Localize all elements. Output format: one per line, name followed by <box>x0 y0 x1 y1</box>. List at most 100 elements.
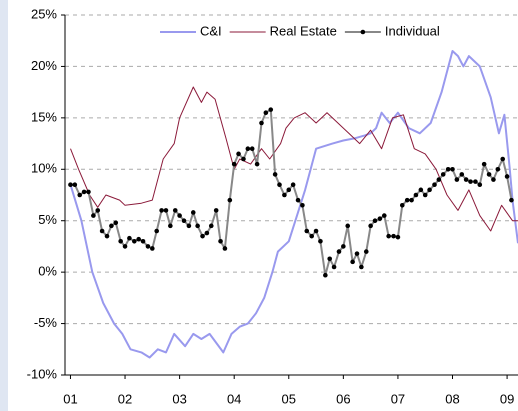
point <box>245 146 251 152</box>
point <box>473 179 478 184</box>
point <box>95 208 101 213</box>
point <box>363 249 369 254</box>
point <box>504 174 510 179</box>
point <box>450 166 455 172</box>
point <box>409 197 414 203</box>
point <box>440 172 446 177</box>
legend-label: Real Estate <box>270 23 337 38</box>
point <box>286 187 292 193</box>
y-tick-label: -5% <box>34 315 58 330</box>
point <box>159 208 164 213</box>
point <box>391 233 396 239</box>
point <box>109 223 114 229</box>
point <box>231 161 237 167</box>
point <box>140 238 146 244</box>
point <box>341 244 346 249</box>
point <box>295 197 301 203</box>
y-tick-label: 20% <box>31 58 57 73</box>
point <box>477 182 483 188</box>
point <box>127 235 132 241</box>
point <box>172 208 178 213</box>
point <box>168 223 173 229</box>
point <box>481 161 487 167</box>
point <box>386 233 391 239</box>
series-line <box>70 86 518 232</box>
point <box>277 182 282 188</box>
legend-label: C&I <box>200 23 222 38</box>
point <box>282 192 287 198</box>
point <box>495 166 501 172</box>
point <box>136 236 141 242</box>
x-tick-label: 06 <box>336 391 350 406</box>
y-tick-label: -10% <box>27 366 58 381</box>
point <box>200 233 205 239</box>
y-tick-label: 15% <box>31 109 57 124</box>
point <box>190 210 196 215</box>
point <box>427 187 432 193</box>
point <box>381 213 387 218</box>
point <box>181 218 187 224</box>
point <box>68 182 73 188</box>
point <box>418 187 424 193</box>
point <box>368 223 373 229</box>
point <box>208 223 214 229</box>
x-tick-label: 05 <box>282 391 296 406</box>
point <box>122 244 128 249</box>
point <box>486 172 492 177</box>
point <box>459 172 465 177</box>
point <box>222 246 228 251</box>
legend-label: Individual <box>385 23 440 38</box>
point <box>163 208 169 213</box>
point <box>77 192 83 198</box>
point <box>86 189 91 195</box>
point <box>436 177 442 182</box>
side-strip <box>0 0 8 411</box>
x-tick-label: 04 <box>227 391 241 406</box>
point <box>395 234 401 240</box>
point <box>377 216 383 221</box>
y-tick-label: 25% <box>31 6 57 21</box>
point <box>213 208 219 213</box>
y-tick-label: 5% <box>38 212 57 227</box>
y-tick-label: 10% <box>31 161 57 176</box>
point <box>500 156 506 162</box>
point <box>259 120 264 126</box>
point <box>227 197 233 203</box>
point <box>399 202 405 208</box>
point <box>359 264 364 270</box>
point <box>154 228 159 234</box>
point <box>113 220 119 226</box>
point <box>145 244 151 249</box>
point <box>81 189 87 195</box>
point <box>354 251 360 256</box>
point <box>413 192 419 198</box>
point <box>318 238 323 244</box>
point <box>254 161 260 167</box>
point <box>309 233 314 239</box>
y-tick-label: 0% <box>38 264 57 279</box>
point <box>331 264 337 270</box>
point <box>150 246 155 251</box>
point <box>350 259 355 265</box>
x-tick-label: 01 <box>63 391 77 406</box>
point <box>118 238 123 244</box>
point <box>91 213 96 218</box>
legend-marker <box>360 29 366 35</box>
point <box>454 177 460 182</box>
point <box>236 151 241 157</box>
point <box>104 233 110 239</box>
point <box>263 110 269 116</box>
point <box>177 213 182 218</box>
x-tick-label: 09 <box>500 391 514 406</box>
point <box>272 172 278 177</box>
point <box>290 182 296 188</box>
point <box>304 228 310 234</box>
point <box>345 223 351 229</box>
point <box>186 223 192 229</box>
point <box>249 146 255 152</box>
point <box>327 256 333 262</box>
point <box>336 249 342 254</box>
